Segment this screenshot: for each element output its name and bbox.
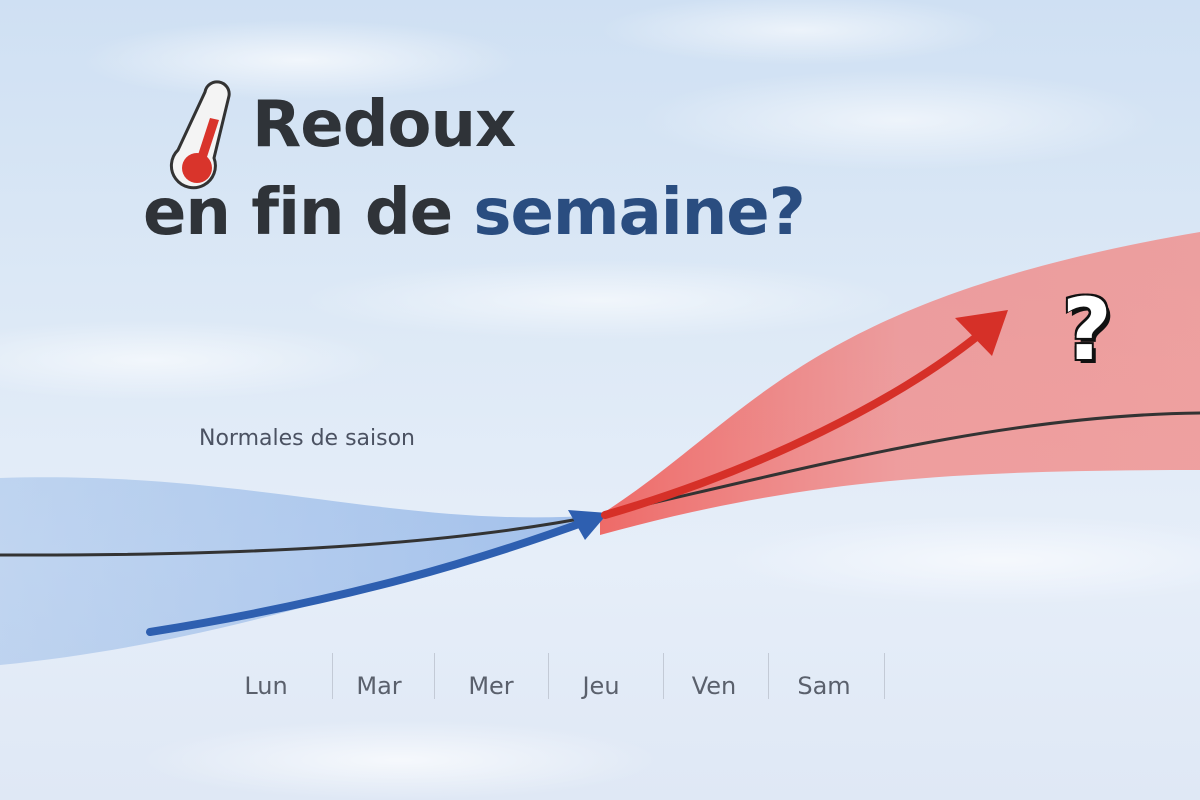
headline-accent: semaine?	[473, 176, 805, 250]
day-divider	[768, 653, 769, 699]
day-label: Mar	[356, 672, 402, 700]
day-label: Mer	[468, 672, 514, 700]
day-divider	[434, 653, 435, 699]
thermometer-icon	[169, 80, 231, 190]
blue-arrowhead	[568, 510, 608, 540]
day-label: Jeu	[582, 672, 620, 700]
headline-line-1: Redoux	[252, 88, 516, 162]
day-divider	[884, 653, 885, 699]
day-label: Ven	[691, 672, 737, 700]
headline-plain: en fin de	[143, 176, 474, 250]
day-divider	[663, 653, 664, 699]
day-label: Lun	[244, 672, 288, 700]
red-arrowhead	[955, 310, 1008, 356]
question-mark: ?	[1062, 280, 1112, 380]
headline-line-2: en fin de semaine?	[143, 176, 806, 250]
day-divider	[548, 653, 549, 699]
cold-band	[0, 477, 600, 665]
day-label: Sam	[797, 672, 851, 700]
normals-label: Normales de saison	[199, 426, 416, 451]
warm-band	[600, 232, 1200, 535]
red-arrow	[601, 326, 989, 519]
day-divider	[332, 653, 333, 699]
blue-arrow	[146, 516, 594, 636]
